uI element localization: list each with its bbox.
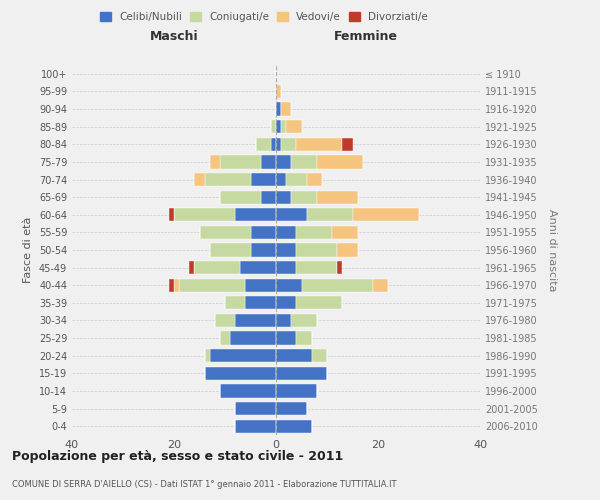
Text: Maschi: Maschi (149, 30, 199, 43)
Bar (307, 208, 353, 222)
Bar (342, 138, 353, 151)
Text: Femmine: Femmine (334, 30, 398, 43)
Bar (292, 314, 317, 327)
Bar (286, 120, 302, 134)
Legend: Celibi/Nubili, Coniugati/e, Vedovi/e, Divorziati/e: Celibi/Nubili, Coniugati/e, Vedovi/e, Di… (96, 8, 432, 26)
Bar (260, 156, 276, 168)
Bar (276, 420, 312, 433)
Bar (245, 278, 276, 292)
Bar (276, 402, 307, 415)
Bar (281, 120, 286, 134)
Bar (292, 156, 317, 168)
Bar (276, 349, 312, 362)
Bar (240, 261, 276, 274)
Bar (174, 208, 235, 222)
Bar (312, 349, 327, 362)
Bar (235, 402, 276, 415)
Bar (276, 102, 281, 116)
Bar (205, 366, 276, 380)
Bar (296, 244, 337, 256)
Bar (220, 156, 260, 168)
Bar (276, 173, 286, 186)
Bar (271, 120, 276, 134)
Bar (276, 366, 327, 380)
Bar (276, 244, 296, 256)
Bar (281, 102, 292, 116)
Bar (353, 208, 419, 222)
Bar (194, 261, 240, 274)
Bar (245, 296, 276, 310)
Bar (276, 85, 281, 98)
Bar (292, 190, 317, 204)
Bar (332, 226, 358, 239)
Bar (296, 261, 337, 274)
Bar (296, 296, 342, 310)
Bar (317, 190, 358, 204)
Bar (276, 261, 296, 274)
Bar (210, 244, 251, 256)
Bar (337, 261, 342, 274)
Bar (276, 278, 302, 292)
Bar (271, 138, 276, 151)
Bar (281, 138, 296, 151)
Bar (235, 420, 276, 433)
Bar (256, 138, 271, 151)
Bar (210, 156, 220, 168)
Bar (276, 208, 307, 222)
Bar (276, 156, 292, 168)
Bar (260, 190, 276, 204)
Bar (251, 173, 276, 186)
Bar (276, 120, 281, 134)
Bar (235, 208, 276, 222)
Bar (210, 349, 276, 362)
Bar (276, 190, 292, 204)
Bar (225, 296, 245, 310)
Bar (230, 332, 276, 344)
Bar (302, 278, 373, 292)
Bar (276, 384, 317, 398)
Bar (179, 278, 245, 292)
Bar (205, 173, 251, 186)
Bar (307, 173, 322, 186)
Bar (199, 226, 251, 239)
Bar (251, 226, 276, 239)
Bar (194, 173, 205, 186)
Bar (276, 138, 281, 151)
Bar (169, 208, 174, 222)
Bar (220, 384, 276, 398)
Bar (337, 244, 358, 256)
Bar (373, 278, 388, 292)
Y-axis label: Fasce di età: Fasce di età (23, 217, 33, 283)
Bar (215, 314, 235, 327)
Text: COMUNE DI SERRA D'AIELLO (CS) - Dati ISTAT 1° gennaio 2011 - Elaborazione TUTTIT: COMUNE DI SERRA D'AIELLO (CS) - Dati IST… (12, 480, 397, 489)
Bar (317, 156, 363, 168)
Bar (276, 332, 296, 344)
Bar (276, 226, 296, 239)
Bar (286, 173, 307, 186)
Bar (174, 278, 179, 292)
Bar (296, 226, 332, 239)
Bar (220, 190, 260, 204)
Bar (220, 332, 230, 344)
Bar (169, 278, 174, 292)
Y-axis label: Anni di nascita: Anni di nascita (547, 209, 557, 291)
Bar (276, 314, 292, 327)
Bar (205, 349, 210, 362)
Bar (276, 296, 296, 310)
Bar (235, 314, 276, 327)
Bar (190, 261, 194, 274)
Bar (296, 138, 342, 151)
Bar (296, 332, 312, 344)
Bar (251, 244, 276, 256)
Text: Popolazione per età, sesso e stato civile - 2011: Popolazione per età, sesso e stato civil… (12, 450, 343, 463)
